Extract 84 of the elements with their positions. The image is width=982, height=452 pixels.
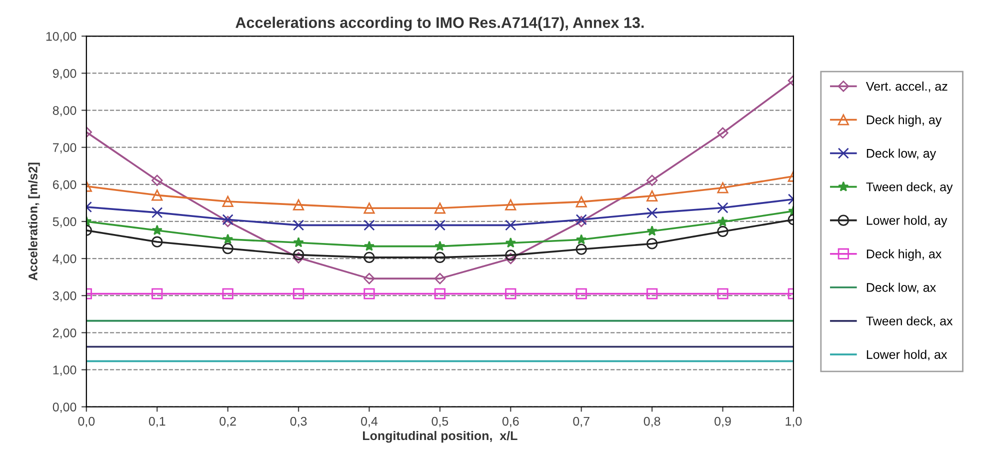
legend-label: Deck low, ax	[866, 282, 936, 294]
point	[434, 240, 446, 251]
point	[646, 174, 658, 186]
y-tick-label: 2,00	[52, 328, 76, 339]
y-tick-label: 6,00	[53, 180, 76, 191]
point	[646, 288, 658, 300]
point	[364, 202, 375, 214]
x-tick-label: 0,6	[502, 416, 519, 428]
legend-label: Deck high, ay	[866, 115, 942, 127]
point	[222, 196, 234, 208]
y-tick-label: 0,00	[52, 402, 76, 413]
x-tick-label: 0,9	[714, 416, 731, 428]
point	[646, 238, 658, 250]
legend-label: Vert. accel., az	[866, 82, 948, 92]
x-tick-label: 0,4	[361, 416, 378, 428]
y-tick-label: 10,00	[46, 32, 76, 42]
point	[434, 288, 446, 300]
point	[364, 288, 375, 300]
x-axis-title: Longitudinal position, x/L	[363, 430, 518, 443]
point	[434, 272, 446, 284]
point	[434, 202, 446, 214]
x-tick-label: 1,0	[786, 416, 802, 428]
legend-label: Deck low, ay	[866, 148, 936, 160]
point	[222, 242, 234, 254]
point	[292, 220, 304, 231]
point	[152, 224, 162, 236]
point	[717, 127, 728, 139]
y-tick-label: 5,00	[52, 217, 76, 228]
x-tick-label: 0,2	[220, 416, 236, 428]
point	[505, 237, 516, 248]
point	[292, 252, 304, 264]
point	[364, 240, 375, 251]
x-tick-label: 0,3	[290, 416, 307, 428]
point	[152, 288, 163, 300]
point	[292, 199, 304, 210]
point	[152, 207, 163, 218]
x-tick-label: 0,0	[78, 416, 95, 428]
x-tick-label: 0,8	[644, 416, 660, 428]
legend-label: Tween deck, ay	[866, 182, 953, 194]
legend-label: Lower hold, ax	[866, 350, 948, 360]
point	[646, 190, 658, 202]
point	[717, 202, 728, 214]
point	[505, 288, 516, 300]
point	[717, 216, 728, 226]
point	[152, 190, 163, 201]
point	[152, 174, 163, 186]
point	[505, 199, 516, 210]
y-tick-label: 7,00	[53, 143, 76, 154]
point	[292, 249, 304, 260]
y-tick-label: 1,00	[53, 366, 76, 376]
x-tick-label: 0,7	[573, 416, 590, 428]
point	[292, 288, 304, 300]
y-tick-label: 8,00	[52, 106, 76, 116]
point	[505, 252, 516, 264]
point	[222, 288, 234, 300]
y-tick-label: 3,00	[52, 291, 76, 302]
point	[364, 252, 375, 263]
point	[505, 220, 516, 231]
point	[364, 220, 375, 231]
point	[576, 196, 587, 208]
point	[293, 237, 304, 248]
point	[717, 226, 728, 238]
point	[717, 288, 728, 300]
point	[646, 226, 658, 236]
point	[152, 236, 163, 248]
point	[576, 234, 587, 244]
x-tick-label: 0,1	[148, 416, 166, 428]
point	[576, 244, 587, 255]
point	[505, 250, 516, 261]
legend-label: Tween deck, ax	[866, 316, 953, 327]
point	[434, 252, 446, 263]
point	[434, 220, 446, 231]
point	[576, 288, 587, 300]
y-axis-title: Acceleration, [m/s2]	[28, 162, 40, 281]
legend-label: Deck high, ax	[866, 249, 942, 261]
y-tick-label: 9,00	[52, 69, 76, 80]
x-tick-label: 0,5	[432, 416, 448, 428]
point	[646, 207, 658, 219]
chart-title: Accelerations according to IMO Res.A714(17), Annex 13.	[236, 16, 644, 32]
point	[222, 234, 234, 244]
legend-label: Lower hold, ay	[866, 216, 948, 228]
point	[364, 272, 375, 284]
point	[717, 182, 728, 194]
y-tick-label: 4,00	[52, 254, 76, 265]
